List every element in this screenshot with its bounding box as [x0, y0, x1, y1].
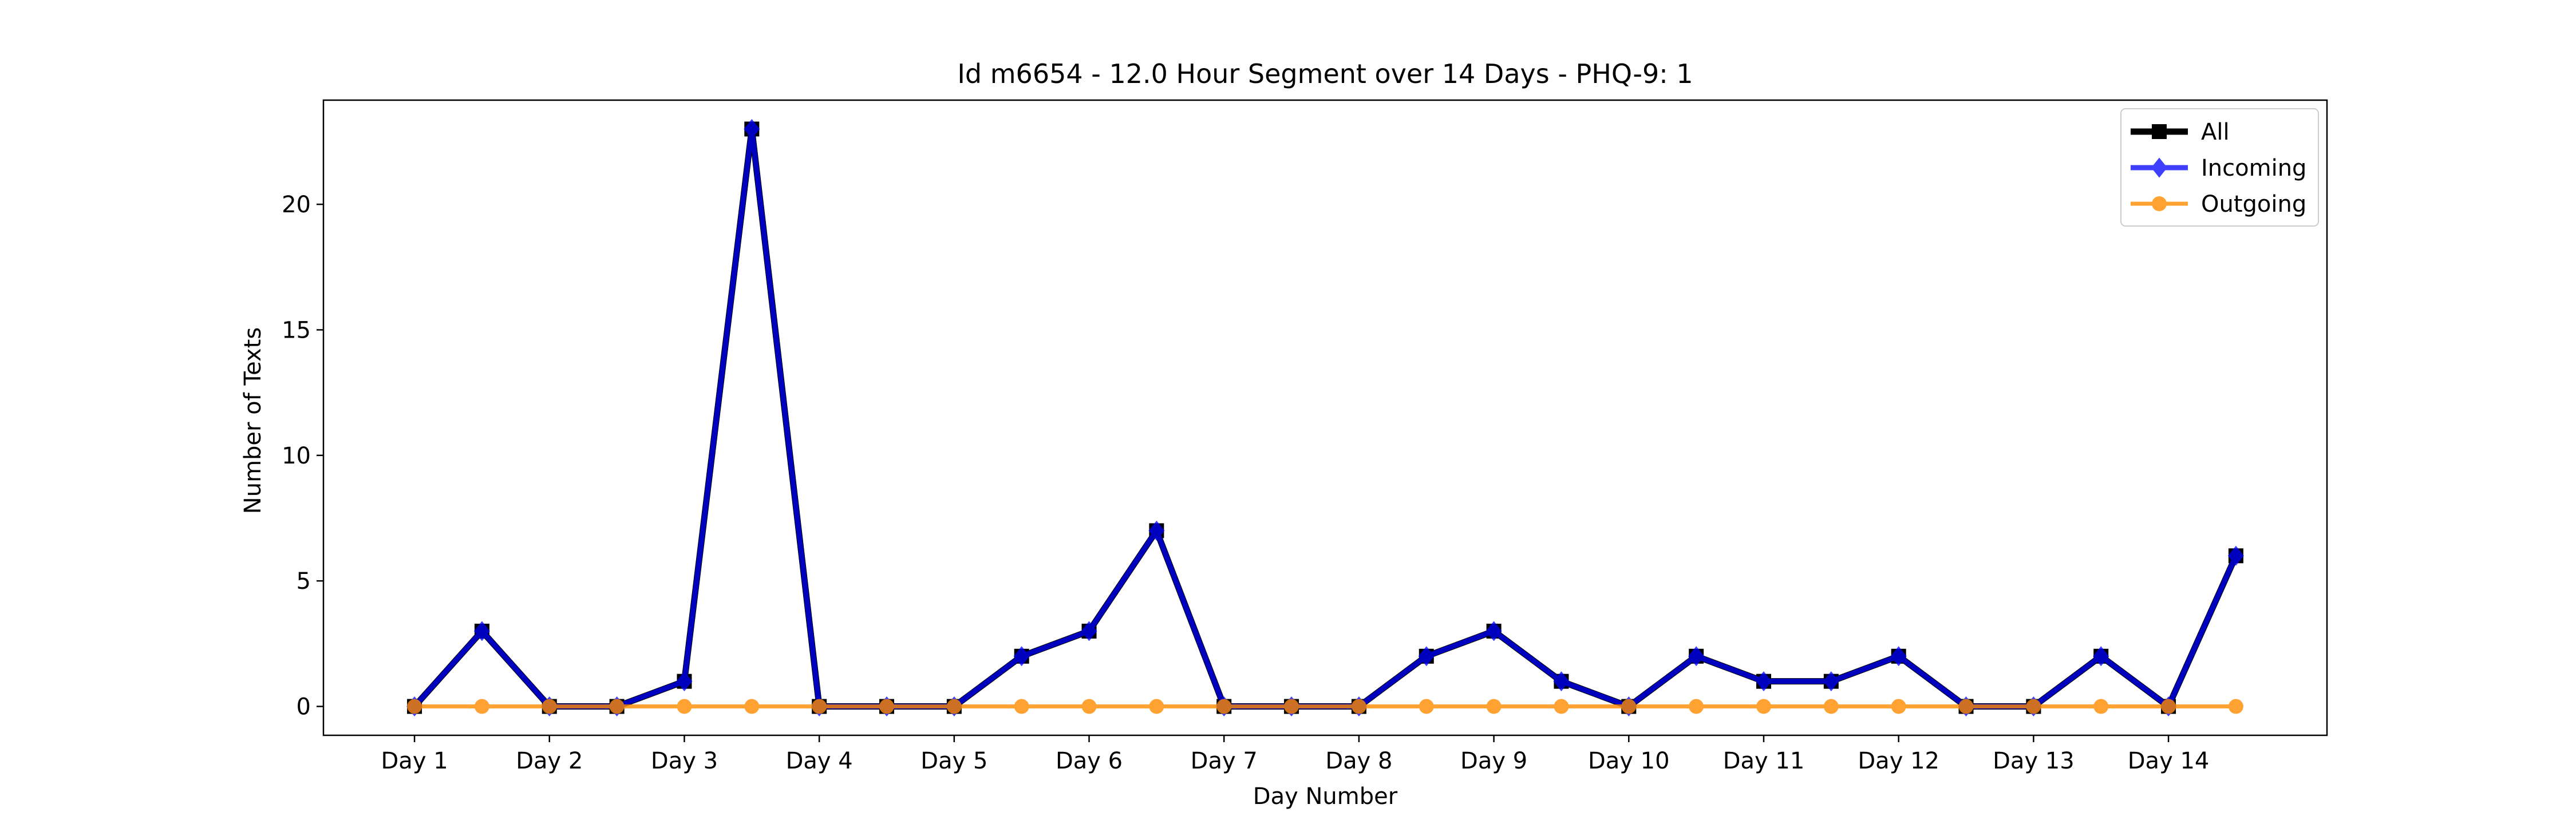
data-point-incoming [1755, 671, 1772, 692]
data-point-incoming [1485, 621, 1502, 641]
data-point-incoming [1553, 671, 1570, 692]
data-point-incoming [2227, 545, 2244, 566]
y-tick-label: 0 [297, 694, 311, 720]
data-point-outgoing [1419, 699, 1434, 714]
data-point-outgoing [474, 699, 489, 714]
data-point-outgoing [542, 699, 557, 714]
x-tick-label: Day 6 [1056, 748, 1123, 774]
x-tick-label: Day 9 [1460, 748, 1527, 774]
x-tick-label: Day 10 [1588, 748, 1670, 774]
data-point-outgoing [2093, 699, 2109, 714]
legend-entry-all [2131, 124, 2188, 139]
x-tick-label: Day 5 [920, 748, 987, 774]
x-tick-label: Day 4 [786, 748, 853, 774]
legend: All Incoming Outgoing [2120, 108, 2319, 227]
data-point-outgoing [1216, 699, 1232, 714]
data-point-incoming [1823, 671, 1839, 692]
legend-label-incoming: Incoming [2201, 155, 2306, 181]
data-point-incoming [473, 621, 490, 641]
data-point-outgoing [879, 699, 895, 714]
data-point-outgoing [946, 699, 962, 714]
data-point-outgoing [1284, 699, 1299, 714]
legend-box [2120, 108, 2319, 227]
x-tick-label: Day 8 [1325, 748, 1392, 774]
y-axis-label: Number of Texts [240, 327, 266, 514]
x-tick-label: Day 2 [516, 748, 583, 774]
y-axis-ticks: 0 5 10 15 20 [282, 192, 323, 720]
data-point-outgoing [1149, 699, 1164, 714]
series-incoming [406, 118, 2244, 717]
data-point-incoming [676, 671, 693, 692]
x-axis-label: Day Number [1253, 783, 1398, 810]
data-point-outgoing [1958, 699, 1974, 714]
plot-frame [322, 99, 2328, 736]
data-point-outgoing [1823, 699, 1839, 714]
data-point-incoming [1081, 621, 1097, 641]
series-line-incoming [412, 126, 2239, 710]
data-point-incoming [1418, 646, 1435, 667]
y-tick-label: 10 [282, 443, 311, 469]
data-point-outgoing [1081, 699, 1097, 714]
data-point-outgoing [1891, 699, 1906, 714]
legend-label-all: All [2201, 119, 2230, 145]
data-point-outgoing [677, 699, 692, 714]
series-layer [406, 118, 2244, 717]
x-tick-label: Day 7 [1191, 748, 1258, 774]
data-point-incoming [2093, 646, 2109, 667]
data-point-incoming [1148, 520, 1165, 541]
y-tick-label: 20 [282, 192, 311, 218]
series-outgoing [407, 699, 2243, 714]
data-point-outgoing [609, 699, 625, 714]
legend-entry-incoming [2131, 157, 2188, 178]
x-tick-label: Day 14 [2128, 748, 2210, 774]
legend-marker-all [2152, 124, 2167, 139]
data-point-outgoing [1621, 699, 1637, 714]
legend-marker-outgoing [2152, 196, 2167, 211]
data-point-outgoing [407, 699, 422, 714]
data-point-outgoing [812, 699, 827, 714]
data-point-outgoing [1756, 699, 1771, 714]
data-point-incoming [1688, 646, 1705, 667]
legend-marker-incoming [2151, 157, 2167, 178]
data-point-outgoing [2026, 699, 2041, 714]
data-point-outgoing [1351, 699, 1366, 714]
x-axis-ticks: Day 1 Day 2 Day 3 Day 4 Day 5 Day 6 Day 7 Day 8… [381, 735, 2210, 774]
series-all [407, 121, 2243, 714]
series-line-all [412, 125, 2239, 710]
data-point-incoming [1013, 646, 1030, 667]
data-point-outgoing [1486, 699, 1502, 714]
data-point-outgoing [744, 699, 760, 714]
data-point-outgoing [1014, 699, 1029, 714]
x-tick-label: Day 13 [1993, 748, 2075, 774]
data-point-incoming [744, 118, 760, 139]
chart-title: Id m6654 - 12.0 Hour Segment over 14 Day… [957, 58, 1693, 89]
y-tick-label: 5 [297, 568, 311, 595]
data-point-outgoing [2228, 699, 2243, 714]
x-tick-label: Day 1 [381, 748, 448, 774]
legend-label-outgoing: Outgoing [2201, 191, 2306, 217]
data-point-outgoing [2161, 699, 2176, 714]
x-tick-label: Day 3 [651, 748, 718, 774]
x-tick-label: Day 12 [1858, 748, 1939, 774]
y-tick-label: 15 [282, 317, 311, 343]
x-tick-label: Day 11 [1723, 748, 1805, 774]
data-point-outgoing [1554, 699, 1569, 714]
data-point-outgoing [1689, 699, 1704, 714]
legend-entry-outgoing [2131, 196, 2188, 211]
data-point-incoming [1890, 646, 1907, 667]
